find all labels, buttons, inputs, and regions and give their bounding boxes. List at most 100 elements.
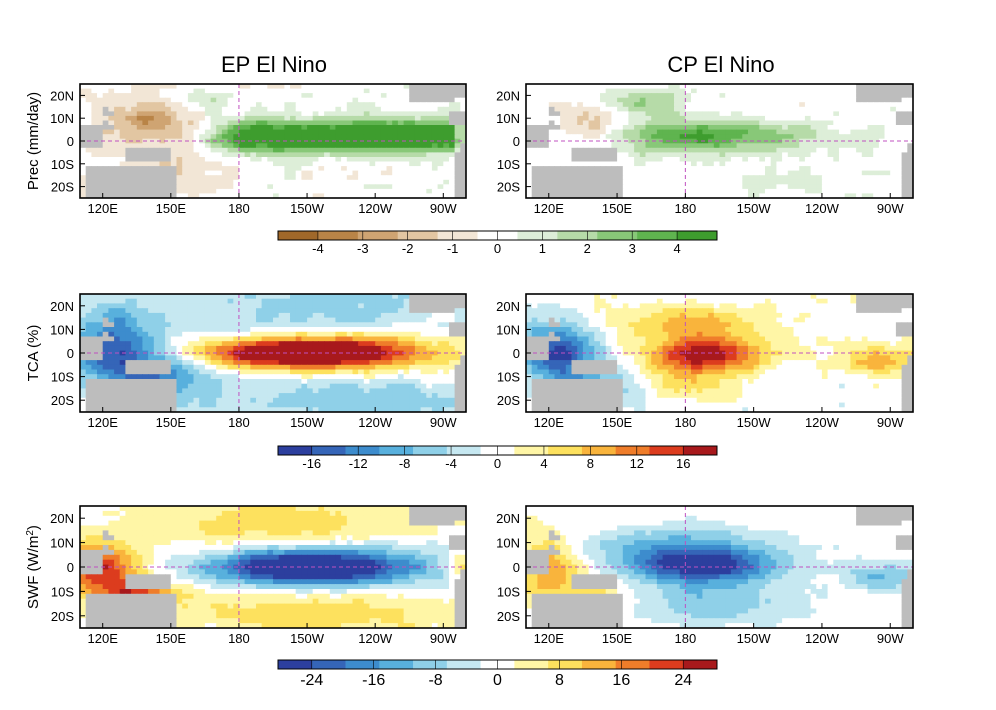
field-cell (460, 120, 466, 126)
field-cell (386, 331, 393, 337)
field-cell (352, 360, 359, 366)
field-cell (318, 147, 325, 153)
field-cell (708, 102, 715, 108)
field-cell (290, 102, 297, 108)
field-cell (543, 143, 550, 149)
field-cell (290, 355, 297, 361)
field-cell (341, 383, 348, 389)
field-cell (182, 120, 189, 126)
field-cell (770, 88, 777, 94)
field-cell (443, 193, 450, 198)
field-cell (256, 111, 263, 117)
field-cell (582, 129, 590, 135)
field-cell (131, 294, 138, 300)
field-cell (821, 175, 829, 181)
field-cell (341, 175, 348, 181)
field-cell (594, 106, 601, 112)
field-cell (125, 161, 132, 167)
field-cell (742, 102, 749, 108)
field-cell (131, 322, 138, 328)
field-cell (227, 143, 234, 149)
field-cell (449, 111, 456, 117)
field-cell (548, 134, 555, 140)
field-cell (346, 336, 353, 342)
field-cell (804, 102, 812, 108)
field-cell (708, 106, 715, 112)
field-cell (674, 188, 681, 194)
field-cell (742, 179, 749, 185)
field-cell (363, 88, 370, 94)
field-cell (221, 102, 229, 108)
field-cell (770, 193, 777, 198)
field-cell (204, 111, 212, 117)
field-cell (403, 298, 410, 304)
field-cell (827, 129, 834, 135)
field-cell (221, 120, 229, 126)
field-cell (611, 106, 618, 112)
field-cell (199, 308, 206, 314)
field-cell (307, 322, 314, 328)
field-cell (221, 336, 229, 342)
field-cell (748, 93, 755, 99)
field-cell (329, 97, 336, 103)
field-cell (324, 102, 331, 108)
field-cell (136, 125, 143, 131)
field-cell (594, 193, 601, 198)
field-cell (199, 88, 206, 94)
field-cell (431, 147, 439, 153)
field-cell (284, 360, 291, 366)
field-cell (307, 138, 314, 144)
field-cell (295, 294, 302, 300)
field-cell (290, 129, 297, 135)
field-cell (267, 374, 274, 380)
field-cell (810, 193, 817, 198)
field-cell (380, 179, 388, 185)
field-cell (148, 166, 155, 172)
field-cell (176, 397, 183, 403)
field-cell (153, 175, 160, 181)
field-cell (380, 166, 388, 172)
field-cell (708, 175, 715, 181)
field-cell (290, 317, 297, 323)
field-cell (108, 322, 115, 328)
field-cell (392, 102, 399, 108)
field-cell (335, 120, 342, 126)
field-cell (531, 88, 538, 94)
field-cell (856, 152, 863, 158)
field-cell (878, 125, 886, 131)
field-cell (526, 120, 533, 126)
field-cell (142, 152, 149, 158)
field-cell (136, 379, 143, 385)
field-cell (301, 379, 308, 385)
field-cell (307, 88, 314, 94)
field-cell (844, 106, 851, 112)
field-cell (358, 303, 365, 309)
field-cell (821, 166, 829, 172)
field-cell (165, 336, 172, 342)
field-cell (431, 84, 439, 90)
field-cell (426, 106, 433, 112)
field-cell (403, 383, 410, 389)
field-cell (131, 166, 138, 172)
field-cell (329, 184, 336, 190)
field-cell (674, 120, 681, 126)
field-cell (238, 179, 246, 185)
field-cell (278, 84, 285, 90)
field-cell (605, 138, 612, 144)
field-cell (187, 298, 195, 304)
field-cell (765, 120, 772, 126)
field-cell (244, 393, 251, 399)
field-cell (392, 308, 399, 314)
field-cell (454, 298, 461, 304)
field-cell (895, 111, 903, 117)
field-cell (176, 303, 183, 309)
field-cell (449, 303, 456, 309)
field-cell (108, 166, 115, 172)
field-cell (221, 345, 229, 352)
field-cell (443, 134, 450, 140)
field-cell (261, 364, 268, 370)
field-cell (346, 341, 353, 347)
field-cell (674, 147, 681, 153)
field-cell (153, 298, 160, 304)
field-cell (165, 193, 172, 198)
